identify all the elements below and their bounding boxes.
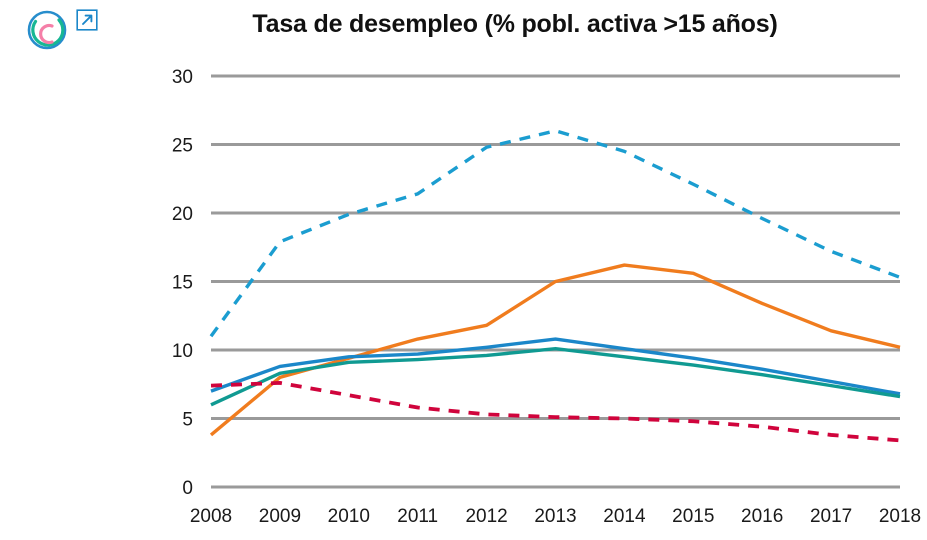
x-tick-label: 2015 bbox=[672, 506, 714, 527]
x-tick-label: 2012 bbox=[465, 506, 507, 527]
x-tick-label: 2018 bbox=[879, 506, 921, 527]
x-axis-tick-labels: 2008 2009 2010 2011 2012 2013 2014 2015 2016 2017… bbox=[190, 506, 921, 527]
x-tick-label: 2016 bbox=[741, 506, 783, 527]
y-tick-label: 30 bbox=[172, 67, 193, 88]
organization-logo[interactable] bbox=[18, 6, 76, 54]
x-tick-label: 2014 bbox=[603, 506, 646, 527]
x-tick-label: 2013 bbox=[534, 506, 576, 527]
logo-block[interactable] bbox=[18, 6, 108, 54]
y-axis-tick-labels: 0 5 10 15 20 25 30 bbox=[172, 67, 193, 499]
x-tick-label: 2010 bbox=[328, 506, 370, 527]
y-tick-label: 15 bbox=[172, 273, 193, 294]
x-tick-label: 2017 bbox=[810, 506, 852, 527]
series-line-serie-carmesi-discontinua bbox=[210, 380, 901, 443]
series-line-serie-azul bbox=[210, 337, 901, 396]
y-tick-label: 20 bbox=[172, 204, 193, 225]
x-tick-label: 2009 bbox=[259, 506, 301, 527]
chart-title: Tasa de desempleo (% pobl. activa >15 añ… bbox=[252, 10, 778, 38]
series-line-serie-verde-azulada bbox=[210, 346, 901, 407]
external-link-icon[interactable] bbox=[76, 9, 98, 31]
y-tick-label: 0 bbox=[182, 478, 193, 499]
data-series-group bbox=[209, 129, 901, 443]
x-tick-label: 2011 bbox=[397, 506, 438, 527]
y-tick-label: 25 bbox=[172, 136, 193, 157]
series-line-serie-azul-discontinua bbox=[209, 129, 901, 338]
y-tick-label: 5 bbox=[182, 410, 193, 431]
y-tick-label: 10 bbox=[172, 341, 193, 362]
x-tick-label: 2008 bbox=[190, 506, 232, 527]
